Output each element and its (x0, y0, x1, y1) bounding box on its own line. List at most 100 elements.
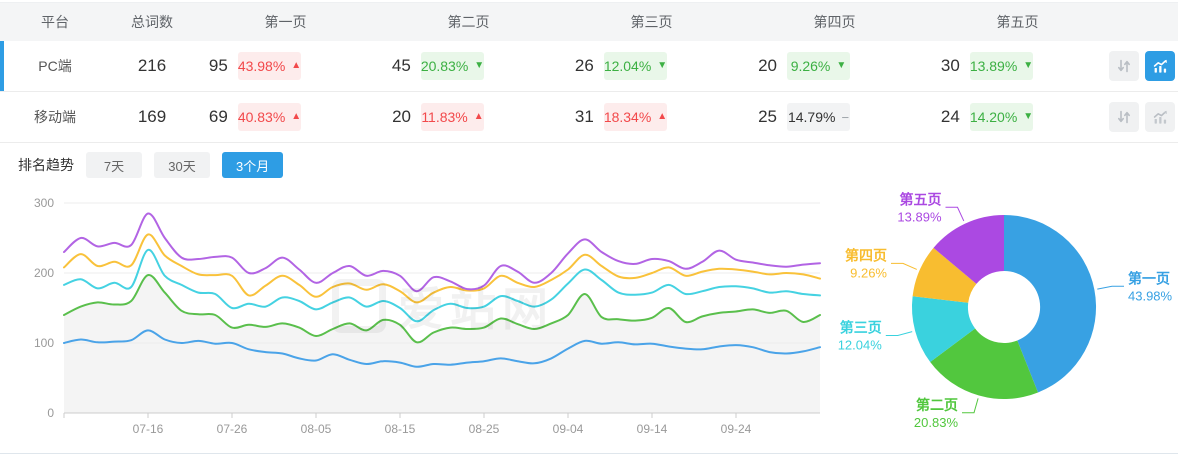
x-axis-label: 07-26 (217, 422, 248, 436)
change-percent: 9.26% (790, 58, 831, 74)
page3-cell: 26 12.04% ▼ (560, 52, 743, 80)
page-count: 20 (758, 56, 777, 75)
tab-30-days[interactable]: 30天 (154, 152, 210, 178)
change-percent: 14.79% (787, 109, 836, 125)
line-series-第二页 (63, 274, 821, 344)
sort-button[interactable] (1109, 102, 1139, 132)
trend-title: 排名趋势 (18, 157, 74, 173)
pie-slice-第三页[interactable] (911, 296, 976, 362)
row-actions (1109, 102, 1178, 132)
y-axis-label: 200 (34, 266, 54, 280)
change-badge: 13.89% ▼ (969, 52, 1034, 80)
x-axis-label: 08-05 (301, 422, 332, 436)
pie-label-percent: 20.83% (914, 415, 959, 430)
pie-slice-第二页[interactable] (930, 328, 1038, 400)
change-badge: 14.20% ▼ (969, 103, 1034, 131)
change-percent: 13.89% (969, 58, 1018, 74)
trend-toolbar: 排名趋势 7天 30天 3个月 (0, 143, 1178, 187)
y-axis-label: 100 (34, 336, 54, 350)
change-badge: 40.83% ▲ (237, 103, 302, 131)
pie-label-name: 第二页 (916, 397, 958, 413)
sort-arrows-icon (1118, 110, 1130, 124)
trend-chart-button[interactable] (1145, 51, 1175, 81)
page-count: 25 (758, 107, 777, 126)
chart-icon (1153, 110, 1167, 124)
change-badge: 14.79% − (787, 103, 850, 131)
change-percent: 18.34% (603, 109, 652, 125)
page-distribution-donut: 第一页 43.98% 第二页 20.83% 第三页 12.04% 第四页 9.26% 第五页 13… (830, 187, 1178, 453)
trend-line-chart: 0 100 200 300 07-16 07-26 08-05 08-15 08-25 09-04… (0, 187, 830, 453)
page5-cell: 24 14.20% ▼ (926, 103, 1109, 131)
page2-cell: 45 20.83% ▼ (377, 52, 560, 80)
change-badge: 11.83% ▲ (421, 103, 484, 131)
charts-area: 0 100 200 300 07-16 07-26 08-05 08-15 08-25 09-04… (0, 187, 1178, 453)
pie-label-line (885, 331, 913, 336)
column-header-platform: 平台 (41, 14, 69, 30)
down-arrow-icon: ▼ (474, 60, 485, 71)
up-arrow-icon: ▲ (291, 60, 302, 71)
change-badge: 20.83% ▼ (420, 52, 485, 80)
tab-7-days[interactable]: 7天 (86, 152, 142, 178)
tab-3-months[interactable]: 3个月 (222, 152, 284, 178)
pie-label-name: 第三页 (840, 320, 882, 336)
column-header-page5: 第五页 (996, 14, 1039, 30)
change-badge: 43.98% ▲ (237, 52, 302, 80)
table-row-pc[interactable]: PC端 216 95 43.98% ▲ 45 20.83% ▼ 26 12.04% ▼… (0, 41, 1178, 92)
x-axis-label: 09-04 (553, 422, 584, 436)
page-count: 30 (940, 56, 960, 75)
pie-slice-第五页[interactable] (933, 215, 1005, 284)
trend-line-chart-svg: 0 100 200 300 07-16 07-26 08-05 08-15 08-25 09-04… (34, 196, 821, 436)
page4-cell: 20 9.26% ▼ (743, 52, 926, 80)
pie-slice-第四页[interactable] (912, 247, 977, 303)
up-arrow-icon: ▲ (473, 111, 484, 122)
pie-label-name: 第五页 (900, 191, 942, 207)
change-badge: 18.34% ▲ (603, 103, 668, 131)
pie-label-percent: 43.98% (1128, 288, 1173, 303)
page5-cell: 30 13.89% ▼ (926, 52, 1109, 80)
platform-label: 移动端 (34, 109, 76, 125)
down-arrow-icon: ▼ (1023, 111, 1034, 122)
y-axis-label: 0 (47, 406, 54, 420)
down-arrow-icon: ▼ (657, 60, 668, 71)
up-arrow-icon: ▲ (657, 111, 668, 122)
change-percent: 20.83% (420, 58, 469, 74)
total-words-value: 216 (137, 56, 167, 75)
area-fill-第二页 (64, 274, 820, 413)
pie-label-percent: 12.04% (838, 338, 883, 353)
page-distribution-donut-svg: 第一页 43.98% 第二页 20.83% 第三页 12.04% 第四页 9.26% 第五页 13… (838, 191, 1173, 430)
pie-label-name: 第四页 (845, 247, 887, 263)
page2-cell: 20 11.83% ▲ (377, 103, 560, 131)
column-header-total-words: 总词数 (131, 14, 173, 30)
down-arrow-icon: ▼ (1023, 60, 1034, 71)
line-series-第四页 (63, 233, 821, 304)
page-count: 31 (574, 107, 594, 126)
pie-slice-第一页[interactable] (1004, 215, 1097, 393)
table-row-mobile[interactable]: 移动端 169 69 40.83% ▲ 20 11.83% ▲ 31 18.34% ▲… (0, 92, 1178, 143)
column-header-page3: 第三页 (630, 14, 673, 30)
change-percent: 11.83% (421, 109, 468, 125)
trend-chart-button[interactable] (1145, 102, 1175, 132)
line-series-第五页 (63, 212, 821, 293)
y-axis-label: 300 (34, 196, 54, 210)
pie-label-percent: 13.89% (897, 209, 942, 224)
x-axis-label: 07-16 (133, 422, 164, 436)
change-badge: 12.04% ▼ (603, 52, 668, 80)
pie-label-name: 第一页 (1128, 270, 1170, 286)
table-header: 平台 总词数 第一页 第二页 第三页 第四页 第五页 (0, 2, 1178, 41)
page-count: 24 (940, 107, 960, 126)
column-header-page2: 第二页 (447, 14, 490, 30)
line-series-第一页 (63, 329, 821, 368)
page4-cell: 25 14.79% − (743, 103, 926, 131)
page1-cell: 69 40.83% ▲ (194, 103, 377, 131)
page-count: 20 (392, 107, 411, 126)
page-count: 69 (208, 107, 228, 126)
line-series-第三页 (63, 248, 821, 323)
page-count: 45 (391, 56, 411, 75)
sort-button[interactable] (1109, 51, 1139, 81)
flat-dash-icon: − (841, 109, 850, 125)
x-axis-label: 09-14 (637, 422, 668, 436)
page-count: 26 (574, 56, 594, 75)
change-percent: 14.20% (969, 109, 1018, 125)
page-count: 95 (208, 56, 228, 75)
